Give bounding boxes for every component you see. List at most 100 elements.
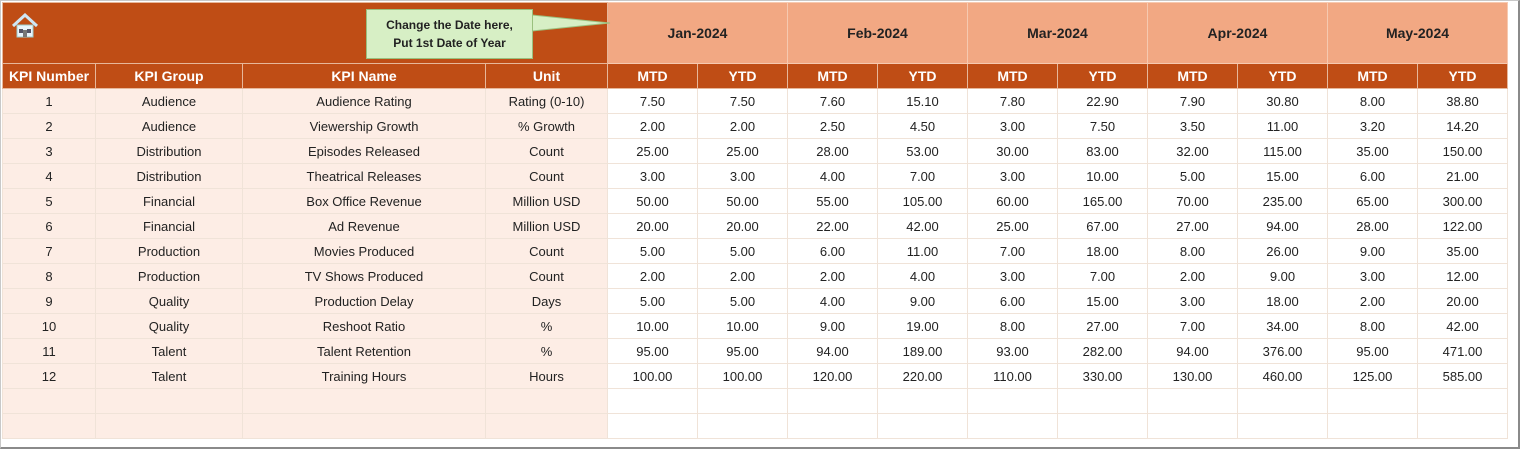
- empty-cell[interactable]: [95, 388, 243, 414]
- month-header[interactable]: Feb-2024: [787, 2, 968, 64]
- value-cell[interactable]: 50.00: [697, 188, 788, 214]
- value-cell[interactable]: 60.00: [967, 188, 1058, 214]
- kpi-num-cell[interactable]: 9: [2, 288, 96, 314]
- value-cell[interactable]: 95.00: [697, 338, 788, 364]
- value-cell[interactable]: 7.60: [787, 88, 878, 114]
- value-cell[interactable]: 4.50: [877, 113, 968, 139]
- value-cell[interactable]: 94.00: [1147, 338, 1238, 364]
- value-cell[interactable]: 9.00: [877, 288, 968, 314]
- empty-cell[interactable]: [697, 388, 788, 414]
- kpi-group-cell[interactable]: Production: [95, 263, 243, 289]
- value-cell[interactable]: 376.00: [1237, 338, 1328, 364]
- value-cell[interactable]: 8.00: [1147, 238, 1238, 264]
- value-cell[interactable]: 5.00: [607, 288, 698, 314]
- value-cell[interactable]: 20.00: [607, 213, 698, 239]
- kpi-unit-cell[interactable]: Count: [485, 138, 608, 164]
- empty-cell[interactable]: [967, 413, 1058, 439]
- value-cell[interactable]: 2.00: [607, 263, 698, 289]
- value-cell[interactable]: 300.00: [1417, 188, 1508, 214]
- kpi-group-cell[interactable]: Audience: [95, 113, 243, 139]
- value-cell[interactable]: 22.90: [1057, 88, 1148, 114]
- empty-cell[interactable]: [607, 413, 698, 439]
- kpi-num-cell[interactable]: 12: [2, 363, 96, 389]
- value-cell[interactable]: 7.00: [877, 163, 968, 189]
- value-cell[interactable]: 27.00: [1057, 313, 1148, 339]
- value-cell[interactable]: 6.00: [967, 288, 1058, 314]
- empty-cell[interactable]: [95, 413, 243, 439]
- value-cell[interactable]: 21.00: [1417, 163, 1508, 189]
- kpi-name-cell[interactable]: Viewership Growth: [242, 113, 486, 139]
- kpi-name-cell[interactable]: Theatrical Releases: [242, 163, 486, 189]
- value-cell[interactable]: 9.00: [1327, 238, 1418, 264]
- value-cell[interactable]: 125.00: [1327, 363, 1418, 389]
- value-cell[interactable]: 2.00: [787, 263, 878, 289]
- kpi-name-cell[interactable]: Ad Revenue: [242, 213, 486, 239]
- kpi-unit-cell[interactable]: Count: [485, 238, 608, 264]
- kpi-group-cell[interactable]: Distribution: [95, 138, 243, 164]
- value-cell[interactable]: 7.00: [967, 238, 1058, 264]
- kpi-group-cell[interactable]: Financial: [95, 213, 243, 239]
- value-cell[interactable]: 330.00: [1057, 363, 1148, 389]
- value-cell[interactable]: 10.00: [697, 313, 788, 339]
- value-cell[interactable]: 2.00: [697, 113, 788, 139]
- kpi-group-cell[interactable]: Talent: [95, 338, 243, 364]
- value-cell[interactable]: 7.00: [1147, 313, 1238, 339]
- value-cell[interactable]: 4.00: [787, 288, 878, 314]
- empty-cell[interactable]: [697, 413, 788, 439]
- value-cell[interactable]: 11.00: [1237, 113, 1328, 139]
- kpi-unit-cell[interactable]: Count: [485, 163, 608, 189]
- value-cell[interactable]: 3.00: [697, 163, 788, 189]
- value-cell[interactable]: 6.00: [787, 238, 878, 264]
- empty-cell[interactable]: [877, 388, 968, 414]
- month-header[interactable]: Apr-2024: [1147, 2, 1328, 64]
- value-cell[interactable]: 20.00: [697, 213, 788, 239]
- value-cell[interactable]: 18.00: [1057, 238, 1148, 264]
- value-cell[interactable]: 120.00: [787, 363, 878, 389]
- empty-cell[interactable]: [242, 413, 486, 439]
- empty-cell[interactable]: [1327, 388, 1418, 414]
- value-cell[interactable]: 94.00: [1237, 213, 1328, 239]
- value-cell[interactable]: 5.00: [697, 238, 788, 264]
- empty-cell[interactable]: [1057, 388, 1148, 414]
- empty-cell[interactable]: [877, 413, 968, 439]
- value-cell[interactable]: 105.00: [877, 188, 968, 214]
- value-cell[interactable]: 3.20: [1327, 113, 1418, 139]
- kpi-unit-cell[interactable]: Hours: [485, 363, 608, 389]
- empty-cell[interactable]: [787, 413, 878, 439]
- kpi-name-cell[interactable]: Audience Rating: [242, 88, 486, 114]
- kpi-group-cell[interactable]: Audience: [95, 88, 243, 114]
- empty-cell[interactable]: [967, 388, 1058, 414]
- value-cell[interactable]: 32.00: [1147, 138, 1238, 164]
- kpi-unit-cell[interactable]: % Growth: [485, 113, 608, 139]
- value-cell[interactable]: 70.00: [1147, 188, 1238, 214]
- value-cell[interactable]: 7.90: [1147, 88, 1238, 114]
- value-cell[interactable]: 10.00: [607, 313, 698, 339]
- value-cell[interactable]: 95.00: [607, 338, 698, 364]
- kpi-group-cell[interactable]: Quality: [95, 288, 243, 314]
- value-cell[interactable]: 11.00: [877, 238, 968, 264]
- kpi-unit-cell[interactable]: Million USD: [485, 188, 608, 214]
- kpi-num-cell[interactable]: 4: [2, 163, 96, 189]
- value-cell[interactable]: 12.00: [1417, 263, 1508, 289]
- kpi-name-cell[interactable]: Talent Retention: [242, 338, 486, 364]
- kpi-num-cell[interactable]: 8: [2, 263, 96, 289]
- kpi-unit-cell[interactable]: Rating (0-10): [485, 88, 608, 114]
- value-cell[interactable]: 7.50: [1057, 113, 1148, 139]
- kpi-unit-cell[interactable]: Million USD: [485, 213, 608, 239]
- kpi-unit-cell[interactable]: Days: [485, 288, 608, 314]
- value-cell[interactable]: 94.00: [787, 338, 878, 364]
- kpi-name-cell[interactable]: Training Hours: [242, 363, 486, 389]
- value-cell[interactable]: 235.00: [1237, 188, 1328, 214]
- value-cell[interactable]: 150.00: [1417, 138, 1508, 164]
- value-cell[interactable]: 15.10: [877, 88, 968, 114]
- value-cell[interactable]: 3.00: [967, 263, 1058, 289]
- kpi-group-cell[interactable]: Production: [95, 238, 243, 264]
- value-cell[interactable]: 30.80: [1237, 88, 1328, 114]
- value-cell[interactable]: 122.00: [1417, 213, 1508, 239]
- kpi-unit-cell[interactable]: Count: [485, 263, 608, 289]
- kpi-num-cell[interactable]: 3: [2, 138, 96, 164]
- value-cell[interactable]: 2.00: [1327, 288, 1418, 314]
- value-cell[interactable]: 7.00: [1057, 263, 1148, 289]
- month-header[interactable]: May-2024: [1327, 2, 1508, 64]
- kpi-group-cell[interactable]: Distribution: [95, 163, 243, 189]
